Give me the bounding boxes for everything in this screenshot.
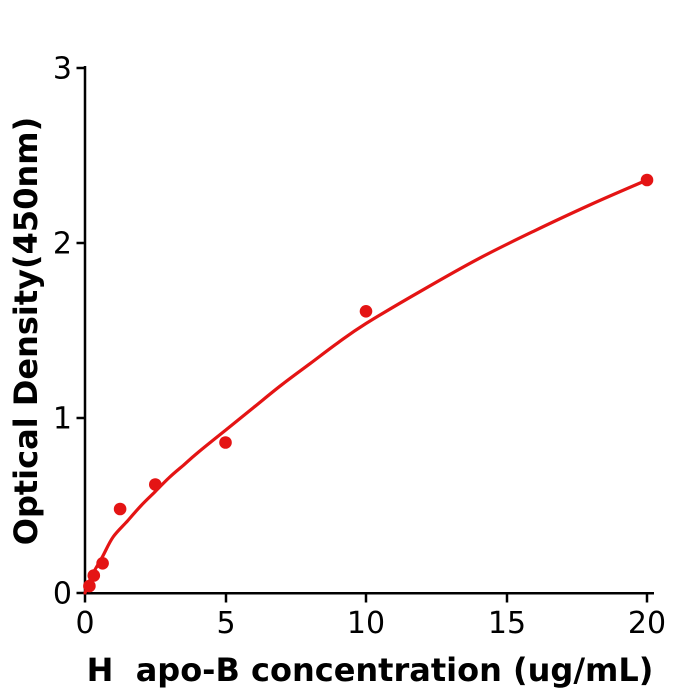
x-axis-title: H apo-B concentration (ug/mL) (87, 651, 654, 689)
x-axis: 0 5 10 15 20 H apo-B concentration (ug/m… (75, 592, 666, 689)
data-point (640, 173, 654, 187)
y-axis: 3 2 1 0 Optical Density(450nm) (7, 52, 87, 612)
y-axis-title: Optical Density(450nm) (7, 117, 45, 545)
x-tick-label: 20 (628, 606, 666, 641)
data-point (149, 478, 162, 491)
y-tick-label: 3 (53, 52, 72, 87)
data-point (113, 502, 127, 516)
x-tick-label: 5 (216, 606, 235, 641)
data-point (96, 557, 109, 570)
y-tick-label: 1 (53, 402, 72, 437)
data-point (359, 305, 373, 318)
data-point (87, 569, 101, 582)
y-tick-label: 2 (53, 227, 72, 262)
data-point (219, 436, 232, 449)
y-tick-label: 0 (53, 577, 72, 612)
data-point (83, 579, 96, 593)
x-tick-label: 0 (75, 606, 94, 641)
fit-curve (83, 178, 649, 595)
plot-series (83, 173, 654, 595)
x-tick-label: 10 (347, 606, 385, 641)
x-tick-label: 15 (488, 606, 526, 641)
